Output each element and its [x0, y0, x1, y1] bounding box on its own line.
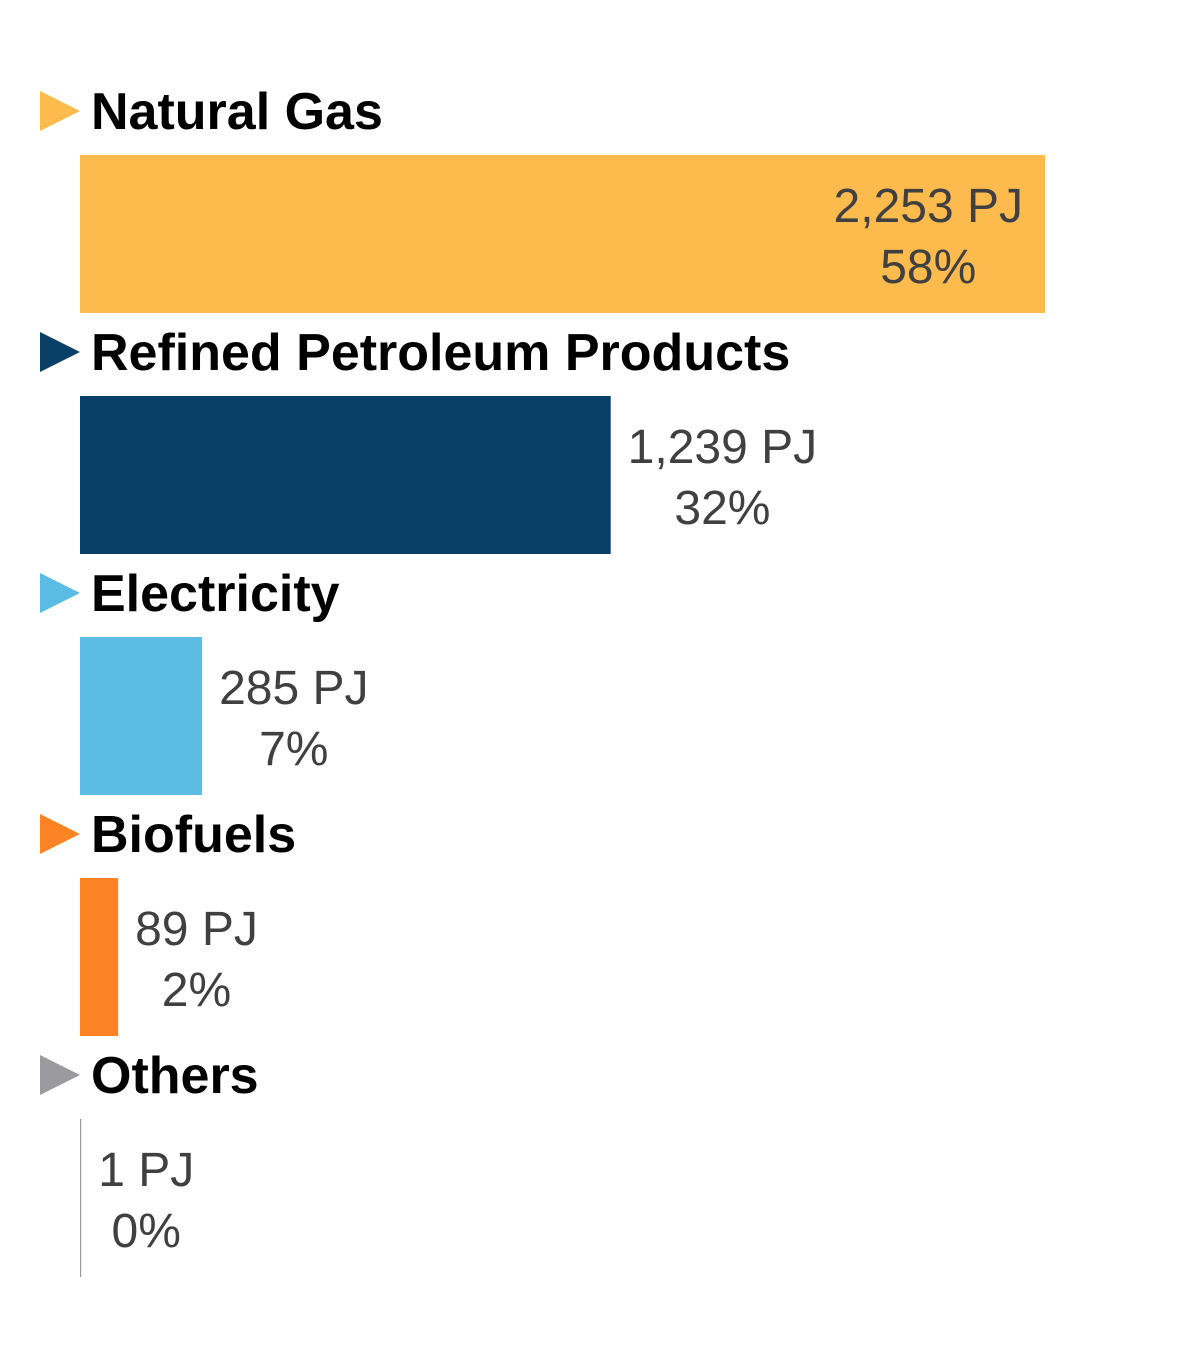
- category-marker-icon: [40, 573, 80, 613]
- category-label-biofuels: Biofuels: [91, 806, 296, 864]
- percent-label-others: 0%: [112, 1205, 181, 1258]
- value-label-biofuels: 89 PJ: [135, 903, 258, 956]
- value-label-others: 1 PJ: [98, 1144, 194, 1197]
- category-label-refined-petroleum-products: Refined Petroleum Products: [91, 324, 790, 382]
- value-label-refined-petroleum-products: 1,239 PJ: [628, 421, 817, 474]
- category-label-others: Others: [91, 1047, 259, 1105]
- bar-natural-gas: [80, 155, 1045, 313]
- percent-label-biofuels: 2%: [162, 964, 231, 1017]
- value-label-electricity: 285 PJ: [219, 662, 368, 715]
- percent-label-electricity: 7%: [259, 723, 328, 776]
- category-marker-icon: [40, 332, 80, 372]
- category-label-natural-gas: Natural Gas: [91, 83, 383, 141]
- category-marker-icon: [40, 1055, 80, 1095]
- value-label-natural-gas: 2,253 PJ: [834, 180, 1023, 233]
- category-label-electricity: Electricity: [91, 565, 340, 623]
- bar-electricity: [80, 637, 203, 795]
- bar-biofuels: [80, 878, 119, 1036]
- bar-refined-petroleum-products: [80, 396, 611, 554]
- category-marker-icon: [40, 91, 80, 131]
- bar-others: [80, 1119, 82, 1277]
- percent-label-natural-gas: 58%: [880, 241, 976, 294]
- percent-label-refined-petroleum-products: 32%: [674, 482, 770, 535]
- category-marker-icon: [40, 814, 80, 854]
